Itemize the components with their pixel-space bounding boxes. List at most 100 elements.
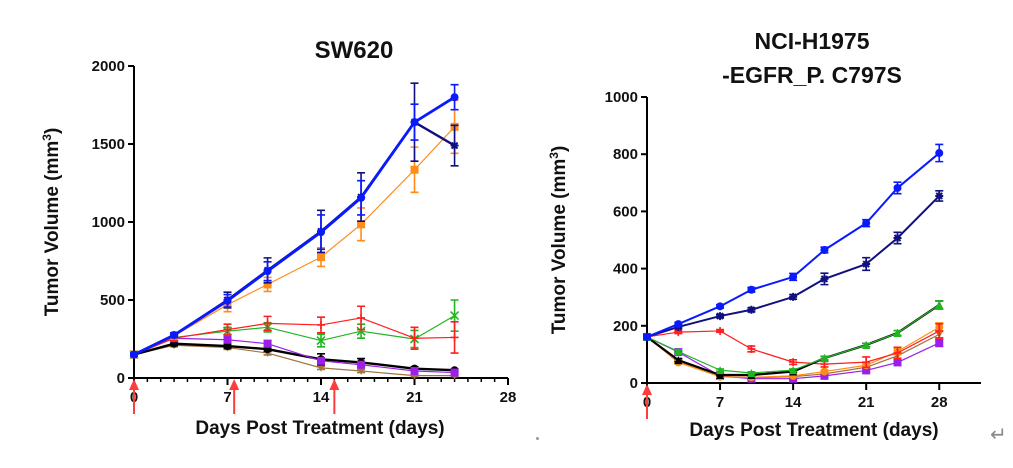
data-point bbox=[862, 219, 871, 228]
data-point bbox=[893, 358, 902, 367]
y-tick-label: 2000 bbox=[92, 58, 125, 75]
series-brown bbox=[130, 341, 459, 380]
data-point bbox=[862, 358, 871, 367]
series-line bbox=[646, 195, 940, 338]
data-point bbox=[935, 338, 944, 347]
data-point bbox=[317, 228, 325, 237]
data-point bbox=[893, 233, 902, 242]
data-point bbox=[263, 339, 272, 348]
arrow-head bbox=[329, 379, 340, 390]
x-tick-label: 14 bbox=[785, 394, 802, 411]
data-point bbox=[410, 165, 419, 174]
data-point bbox=[450, 93, 459, 102]
data-point bbox=[935, 191, 944, 200]
x-tick-label: 7 bbox=[716, 394, 724, 411]
chart-title: -EGFR_P. C797S bbox=[722, 62, 902, 88]
data-point bbox=[263, 319, 272, 328]
data-point bbox=[935, 300, 944, 309]
return-icon: ↵ bbox=[990, 422, 1007, 446]
data-point bbox=[747, 368, 756, 377]
y-axis-label: Tumor Volume (mm3) bbox=[40, 128, 63, 317]
data-point bbox=[789, 366, 798, 375]
dosing-arrow bbox=[129, 379, 139, 414]
data-point bbox=[716, 370, 725, 379]
y-tick-label: 0 bbox=[117, 370, 125, 387]
data-point bbox=[410, 366, 419, 375]
data-point bbox=[263, 280, 272, 289]
data-point bbox=[410, 334, 419, 343]
y-tick-label: 400 bbox=[613, 261, 638, 278]
series-orange bbox=[130, 99, 459, 359]
x-axis-label: Days Post Treatment (days) bbox=[195, 418, 444, 439]
data-point bbox=[674, 320, 683, 329]
data-point bbox=[450, 368, 459, 377]
data-point bbox=[316, 335, 326, 346]
data-point bbox=[357, 366, 366, 375]
data-point bbox=[893, 183, 902, 192]
data-point bbox=[130, 350, 138, 359]
data-point bbox=[674, 347, 683, 356]
series-blue bbox=[130, 83, 459, 359]
data-point bbox=[317, 363, 325, 372]
series-blue bbox=[643, 143, 944, 341]
stray-dot bbox=[536, 437, 539, 440]
data-point bbox=[317, 320, 325, 329]
series-green bbox=[643, 300, 944, 377]
chart-title: SW620 bbox=[315, 37, 394, 64]
arrow-head bbox=[229, 379, 240, 390]
data-point bbox=[263, 267, 272, 276]
data-point bbox=[789, 292, 798, 301]
series-navy bbox=[130, 82, 459, 359]
data-point bbox=[450, 311, 460, 321]
data-point bbox=[716, 326, 725, 335]
data-point bbox=[317, 253, 325, 262]
arrow-head bbox=[129, 379, 139, 390]
series-line bbox=[646, 152, 940, 338]
x-axis-label: Days Post Treatment (days) bbox=[689, 420, 938, 441]
data-point bbox=[643, 332, 651, 341]
data-point bbox=[223, 335, 232, 344]
data-point bbox=[357, 360, 366, 369]
data-point bbox=[862, 340, 871, 349]
dosing-arrow bbox=[329, 379, 340, 414]
series-line bbox=[133, 126, 456, 356]
data-point bbox=[747, 305, 756, 314]
data-point bbox=[356, 326, 366, 336]
data-point bbox=[317, 356, 325, 365]
data-point bbox=[820, 354, 829, 363]
data-point bbox=[450, 141, 459, 150]
series-line bbox=[133, 120, 456, 356]
data-point bbox=[716, 366, 725, 375]
x-tick-label: 7 bbox=[223, 389, 231, 406]
y-tick-label: 0 bbox=[630, 375, 638, 392]
x-tick-label: 28 bbox=[931, 394, 948, 411]
y-tick-label: 1000 bbox=[92, 214, 125, 231]
data-point bbox=[935, 149, 944, 158]
x-tick-label: 28 bbox=[500, 389, 517, 406]
data-point bbox=[862, 260, 871, 269]
x-tick-label: 14 bbox=[313, 389, 330, 406]
data-point bbox=[747, 344, 756, 353]
series-line bbox=[133, 317, 455, 356]
series-purple bbox=[130, 334, 459, 377]
data-point bbox=[357, 220, 366, 229]
data-point bbox=[410, 118, 419, 127]
y-tick-label: 500 bbox=[100, 292, 125, 309]
arrow-head bbox=[642, 384, 652, 395]
y-tick-label: 200 bbox=[613, 318, 638, 335]
data-point bbox=[223, 296, 232, 305]
series-navy bbox=[643, 190, 944, 341]
y-tick-label: 600 bbox=[613, 203, 638, 220]
data-point bbox=[170, 331, 179, 340]
data-point bbox=[716, 312, 725, 321]
dosing-arrow bbox=[229, 379, 240, 414]
chart-title: NCI-H1975 bbox=[754, 28, 869, 54]
data-point bbox=[223, 342, 232, 351]
data-point bbox=[674, 356, 683, 365]
data-point bbox=[893, 348, 902, 357]
x-tick-label: 21 bbox=[858, 394, 875, 411]
y-tick-label: 1500 bbox=[92, 136, 125, 153]
y-tick-label: 1000 bbox=[605, 89, 638, 106]
data-point bbox=[789, 358, 798, 367]
